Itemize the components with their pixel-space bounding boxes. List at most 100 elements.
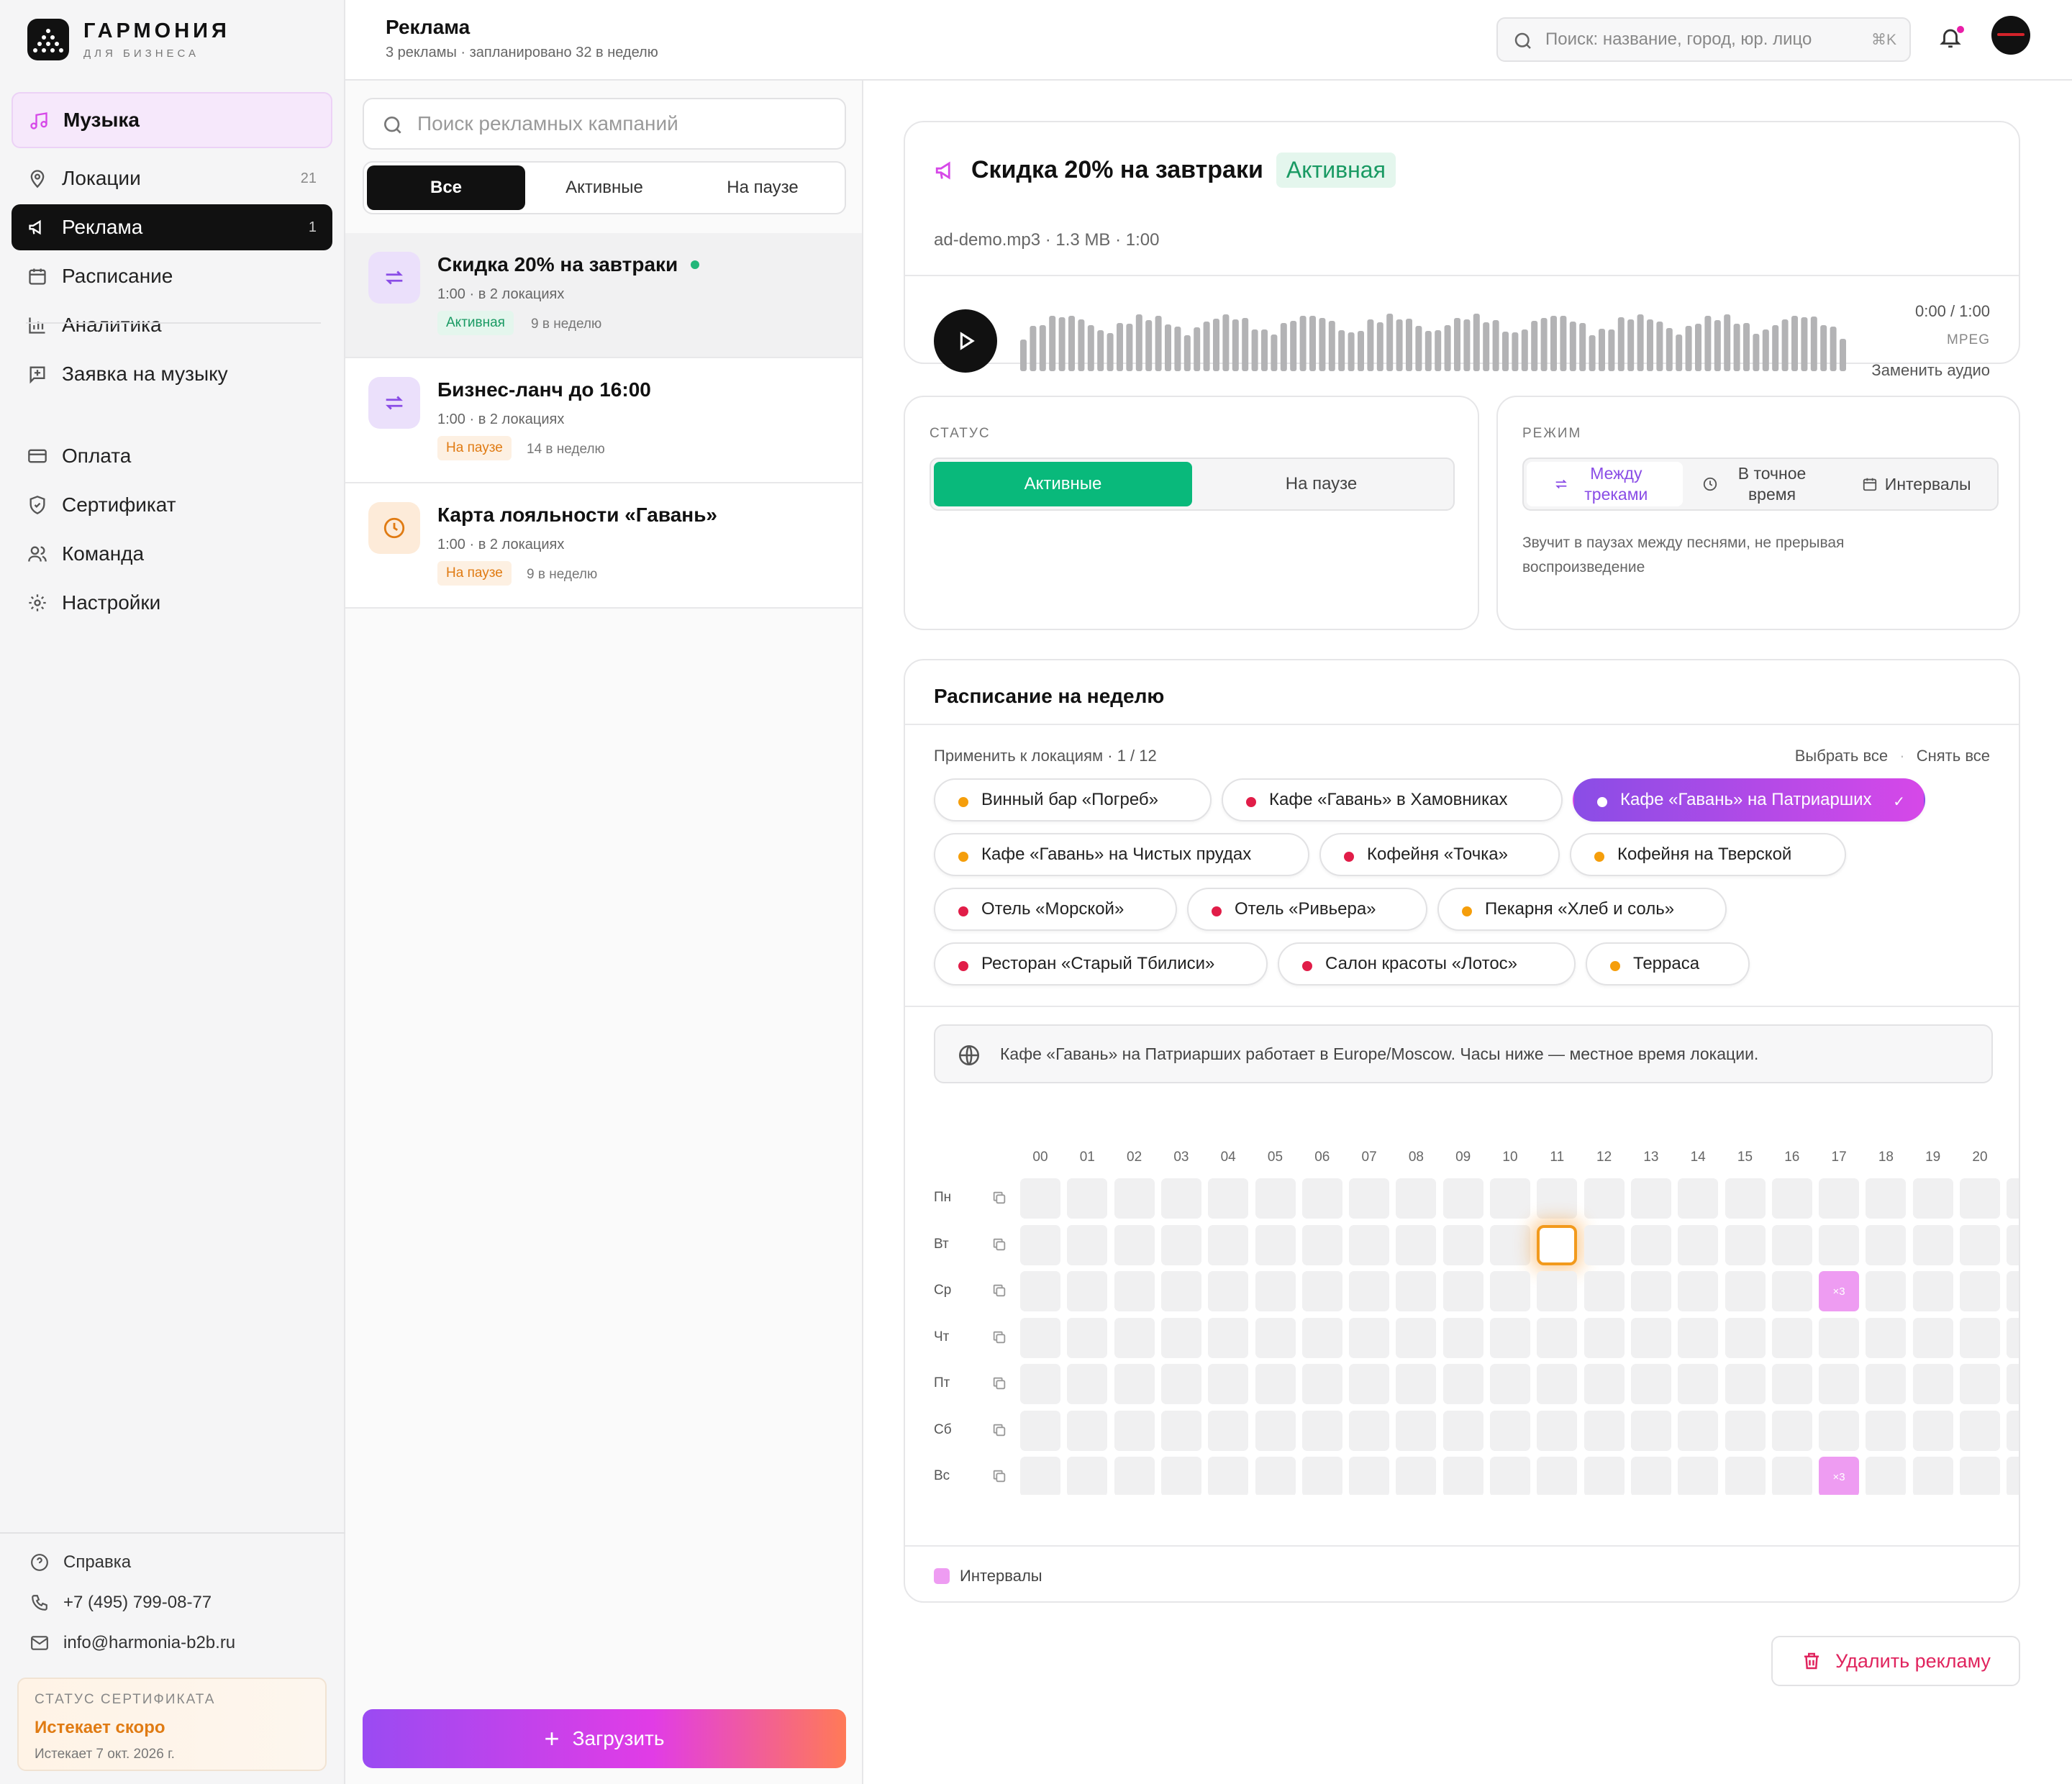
schedule-cell[interactable] (1490, 1271, 1530, 1311)
schedule-cell[interactable] (1349, 1224, 1390, 1265)
status-option-active[interactable]: Активные (934, 462, 1192, 506)
schedule-cell[interactable] (1819, 1317, 1860, 1358)
schedule-cell[interactable] (1020, 1317, 1060, 1358)
location-chip[interactable]: Салон красоты «Лотос» (1278, 942, 1576, 986)
copy-day-icon[interactable] (991, 1283, 1007, 1298)
schedule-cell[interactable] (1678, 1224, 1719, 1265)
schedule-cell[interactable] (1067, 1178, 1108, 1219)
schedule-cell-interval[interactable]: ×3 (1819, 1271, 1860, 1311)
schedule-cell[interactable] (1771, 1457, 1812, 1495)
schedule-cell[interactable] (2007, 1410, 2019, 1451)
schedule-cell[interactable] (1912, 1224, 1953, 1265)
tab-all[interactable]: Все (367, 165, 525, 210)
schedule-cell[interactable] (1442, 1457, 1483, 1495)
schedule-cell[interactable] (1301, 1410, 1342, 1451)
schedule-cell[interactable] (1960, 1178, 2000, 1219)
schedule-cell[interactable] (1866, 1178, 1907, 1219)
schedule-cell[interactable] (1583, 1364, 1625, 1404)
bell-icon[interactable] (1938, 24, 1963, 50)
schedule-cell[interactable] (1912, 1317, 1953, 1358)
schedule-cell[interactable] (1630, 1317, 1671, 1358)
location-chip[interactable]: Ресторан «Старый Тбилиси» (934, 942, 1268, 986)
mode-option-between-tracks[interactable]: Между треками (1527, 462, 1683, 506)
select-all-button[interactable]: Выбрать все (1794, 747, 1889, 765)
schedule-cell[interactable] (1866, 1410, 1907, 1451)
schedule-cell[interactable] (1912, 1410, 1953, 1451)
copy-day-icon[interactable] (991, 1375, 1007, 1391)
schedule-cell[interactable] (1396, 1271, 1437, 1311)
schedule-cell[interactable] (1490, 1178, 1530, 1219)
schedule-cell[interactable] (1490, 1410, 1530, 1451)
campaign-item[interactable]: Бизнес-ланч до 16:00 1:00 · в 2 локациях… (345, 358, 862, 483)
schedule-cell[interactable] (2007, 1178, 2019, 1219)
status-option-paused[interactable]: На паузе (1285, 474, 1358, 493)
schedule-cell[interactable] (1020, 1410, 1060, 1451)
schedule-cell[interactable] (1396, 1317, 1437, 1358)
schedule-cell[interactable] (1114, 1224, 1155, 1265)
schedule-cell[interactable] (1537, 1410, 1578, 1451)
audio-waveform[interactable] (1020, 309, 1848, 371)
schedule-cell[interactable] (1349, 1178, 1390, 1219)
sidebar-item-payment[interactable]: Оплата (12, 433, 332, 479)
schedule-cell[interactable] (1301, 1317, 1342, 1358)
campaign-item[interactable]: Карта лояльности «Гавань» 1:00 · в 2 лок… (345, 483, 862, 609)
phone-link[interactable]: +7 (495) 799-08-77 (30, 1593, 212, 1613)
schedule-cell[interactable] (1020, 1457, 1060, 1495)
help-link[interactable]: Справка (30, 1552, 131, 1573)
schedule-cell[interactable] (1725, 1457, 1766, 1495)
sidebar-item-settings[interactable]: Настройки (12, 580, 332, 626)
schedule-cell[interactable] (1490, 1457, 1530, 1495)
schedule-cell[interactable] (1442, 1271, 1483, 1311)
schedule-cell[interactable] (1349, 1457, 1390, 1495)
sidebar-item-ads[interactable]: Реклама 1 (12, 204, 332, 250)
schedule-cell[interactable] (1208, 1271, 1249, 1311)
schedule-cell[interactable] (1255, 1364, 1296, 1404)
schedule-cell[interactable] (1490, 1317, 1530, 1358)
mode-option-exact-time[interactable]: В точное время (1683, 462, 1839, 506)
schedule-cell[interactable] (1442, 1364, 1483, 1404)
schedule-cell[interactable] (1630, 1224, 1671, 1265)
schedule-cell[interactable] (1725, 1317, 1766, 1358)
schedule-cell[interactable] (1396, 1457, 1437, 1495)
copy-day-icon[interactable] (991, 1422, 1007, 1438)
copy-day-icon[interactable] (991, 1329, 1007, 1345)
schedule-cell[interactable] (1630, 1457, 1671, 1495)
schedule-cell[interactable] (1490, 1364, 1530, 1404)
clear-all-button[interactable]: Снять все (1916, 747, 1990, 765)
schedule-cell[interactable] (1960, 1317, 2000, 1358)
schedule-cell[interactable] (1160, 1224, 1201, 1265)
certificate-status-card[interactable]: СТАТУС СЕРТИФИКАТА Истекает скоро Истека… (17, 1678, 327, 1771)
schedule-cell[interactable] (1630, 1410, 1671, 1451)
schedule-cell[interactable] (1020, 1271, 1060, 1311)
schedule-cell[interactable] (1255, 1410, 1296, 1451)
schedule-cell[interactable] (1396, 1364, 1437, 1404)
sidebar-item-music-request[interactable]: Заявка на музыку (12, 351, 332, 397)
schedule-cell[interactable] (1490, 1224, 1530, 1265)
sidebar-item-certificate[interactable]: Сертификат (12, 482, 332, 528)
schedule-cell[interactable] (1912, 1457, 1953, 1495)
schedule-cell[interactable] (1349, 1317, 1390, 1358)
schedule-cell[interactable] (1912, 1178, 1953, 1219)
schedule-cell[interactable] (1771, 1317, 1812, 1358)
schedule-cell[interactable] (1067, 1271, 1108, 1311)
schedule-cell[interactable] (1114, 1271, 1155, 1311)
location-chip[interactable]: Винный бар «Погреб» (934, 778, 1212, 822)
schedule-cell[interactable] (1771, 1178, 1812, 1219)
schedule-cell[interactable] (1678, 1457, 1719, 1495)
schedule-cell[interactable] (1630, 1364, 1671, 1404)
schedule-cell[interactable] (2007, 1364, 2019, 1404)
schedule-cell[interactable] (1301, 1364, 1342, 1404)
schedule-cell[interactable] (1160, 1457, 1201, 1495)
location-chip[interactable]: Кафе «Гавань» в Хамовниках (1222, 778, 1563, 822)
schedule-cell[interactable] (1866, 1457, 1907, 1495)
schedule-cell[interactable] (1160, 1410, 1201, 1451)
schedule-cell[interactable] (1678, 1271, 1719, 1311)
copy-day-icon[interactable] (991, 1190, 1007, 1206)
schedule-cell[interactable] (1160, 1317, 1201, 1358)
schedule-cell[interactable] (1442, 1224, 1483, 1265)
schedule-cell-interval[interactable]: ×3 (1819, 1457, 1860, 1495)
schedule-cell[interactable] (1160, 1271, 1201, 1311)
schedule-cell[interactable] (1866, 1364, 1907, 1404)
schedule-cell[interactable] (1208, 1178, 1249, 1219)
location-chip[interactable]: Терраса (1586, 942, 1750, 986)
